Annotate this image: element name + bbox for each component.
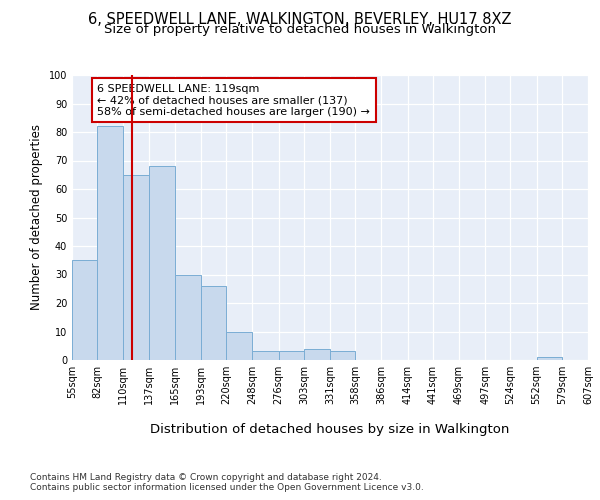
Bar	[253, 352, 278, 360]
Text: Size of property relative to detached houses in Walkington: Size of property relative to detached ho…	[104, 22, 496, 36]
Bar	[149, 166, 175, 360]
Bar	[97, 126, 124, 360]
Bar	[201, 286, 226, 360]
Bar	[304, 348, 330, 360]
Bar	[226, 332, 253, 360]
Bar	[124, 175, 149, 360]
Bar	[536, 357, 562, 360]
Bar	[175, 274, 201, 360]
Text: Contains HM Land Registry data © Crown copyright and database right 2024.: Contains HM Land Registry data © Crown c…	[30, 472, 382, 482]
Bar	[72, 260, 97, 360]
Text: 6, SPEEDWELL LANE, WALKINGTON, BEVERLEY, HU17 8XZ: 6, SPEEDWELL LANE, WALKINGTON, BEVERLEY,…	[88, 12, 512, 28]
Text: Contains public sector information licensed under the Open Government Licence v3: Contains public sector information licen…	[30, 482, 424, 492]
Bar	[330, 352, 355, 360]
Text: 6 SPEEDWELL LANE: 119sqm
← 42% of detached houses are smaller (137)
58% of semi-: 6 SPEEDWELL LANE: 119sqm ← 42% of detach…	[97, 84, 370, 116]
Bar	[278, 352, 304, 360]
Text: Distribution of detached houses by size in Walkington: Distribution of detached houses by size …	[151, 422, 509, 436]
Y-axis label: Number of detached properties: Number of detached properties	[30, 124, 43, 310]
